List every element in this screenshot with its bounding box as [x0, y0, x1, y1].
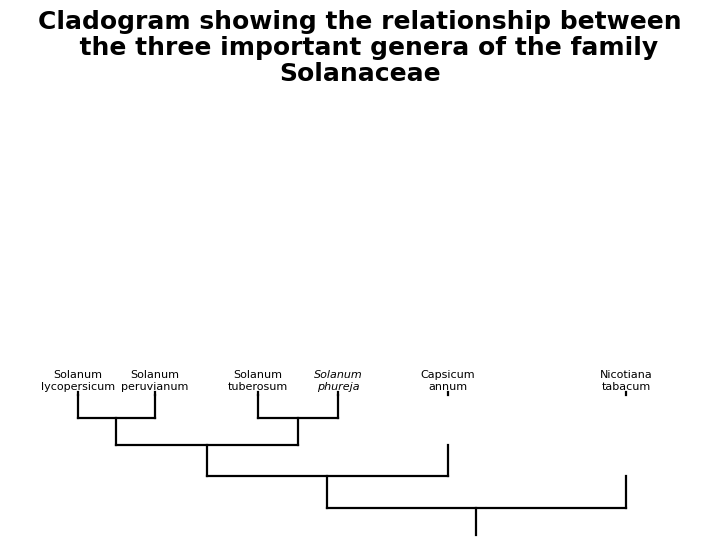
Bar: [555, 145, 690, 330]
Text: Solanaceae: Solanaceae: [279, 62, 441, 86]
Text: Solanum
lycopersicum: Solanum lycopersicum: [41, 370, 115, 393]
Text: Solanum
peruvianum: Solanum peruvianum: [121, 370, 189, 393]
Text: Nicotiana
tabacum: Nicotiana tabacum: [600, 370, 652, 393]
Text: Capsicum
annum: Capsicum annum: [420, 370, 475, 393]
Bar: [175, 130, 350, 325]
Text: Solanum
phureja: Solanum phureja: [314, 370, 362, 393]
Bar: [18, 155, 158, 330]
Bar: [385, 150, 540, 325]
Text: the three important genera of the family: the three important genera of the family: [62, 36, 658, 60]
Text: Solanum
tuberosum: Solanum tuberosum: [228, 370, 288, 393]
Text: Cladogram showing the relationship between: Cladogram showing the relationship betwe…: [38, 10, 682, 34]
